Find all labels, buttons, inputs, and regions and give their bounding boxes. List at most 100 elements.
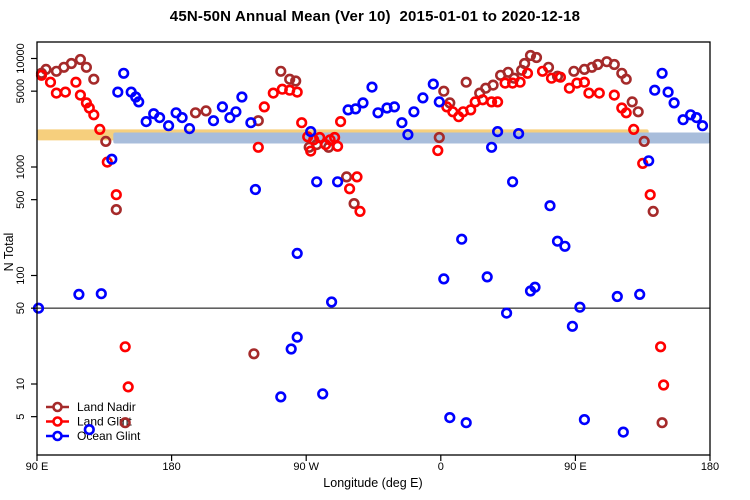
data-point-land-glint [465,104,477,116]
data-point-land-glint [593,87,605,99]
data-point-land-glint [74,89,86,101]
data-point-land-nadir [189,107,202,119]
x-tick-label: 180 [162,461,180,473]
data-point-ocean-glint [95,288,107,300]
data-point-land-glint [486,96,498,108]
data-point-land-glint [88,109,100,121]
x-axis-title: Longitude (deg E) [323,476,422,490]
data-point-land-glint [554,71,567,83]
land-nadir-legend-marker [52,401,63,413]
data-point-ocean-glint [332,176,344,188]
data-point-ocean-glint [634,288,646,301]
data-point-land-nadir [248,348,260,360]
data-point-land-nadir [502,66,514,78]
data-point-ocean-glint [311,176,323,188]
data-point-land-nadir [592,58,604,71]
data-point-ocean-glint [372,107,384,119]
data-point-ocean-glint [551,235,564,247]
data-point-land-glint [644,189,656,201]
data-point-ocean-glint [433,96,445,108]
data-point-ocean-glint [656,67,668,79]
data-point-land-glint [657,379,670,391]
data-point-land-glint [514,76,526,88]
data-point-land-nadir [647,205,659,217]
data-point-ocean-glint [207,115,220,127]
legend-label-land-nadir: Land Nadir [77,400,136,414]
data-point-land-nadir [568,65,580,77]
data-point-land-glint [335,115,347,128]
data-point-ocean-glint [574,301,586,313]
data-point-ocean-glint [617,426,629,438]
data-point-land-glint [291,86,303,98]
data-point-land-glint [252,141,264,153]
data-point-land-nadir [119,417,131,429]
data-point-land-nadir [518,57,531,70]
data-point-ocean-glint [566,320,579,332]
x-tick-label: 0 [438,461,444,473]
data-point-land-glint [258,101,270,113]
data-point-land-nadir [460,76,472,88]
data-point-ocean-glint [611,290,623,303]
data-point-ocean-glint [578,414,591,426]
data-point-land-glint [521,67,534,79]
data-point-ocean-glint [305,126,317,138]
data-point-land-nadir [348,198,360,210]
y-axis-title: N Total [2,233,16,272]
data-point-land-nadir [438,85,450,97]
data-point-land-nadir [110,204,122,216]
data-point-land-glint [94,123,106,135]
data-point-land-glint [267,87,279,99]
data-point-land-glint [637,157,649,169]
data-point-land-nadir [200,105,212,117]
data-point-ocean-glint [512,128,525,140]
data-point-land-glint [296,117,308,129]
data-point-ocean-glint [317,388,329,400]
data-point-ocean-glint [492,126,504,138]
data-point-land-nadir [65,57,77,70]
data-point-ocean-glint [73,288,85,301]
data-point-ocean-glint [366,81,378,93]
data-point-land-glint [608,89,620,101]
y-tick-label: 5000 [15,79,27,103]
reference-bands [37,129,711,144]
data-point-land-glint [122,381,134,393]
data-point-land-glint [351,171,363,183]
y-tick-label: 10000 [15,43,27,74]
data-point-ocean-glint [249,183,261,196]
legend: Land Nadir Land Glint Ocean Glint [46,400,141,443]
data-point-ocean-glint [291,331,303,343]
land-glint-legend-marker [52,416,63,427]
data-point-ocean-glint [112,86,124,98]
data-point-land-glint [35,69,48,81]
data-point-ocean-glint [183,123,196,135]
data-point-ocean-glint [285,343,297,355]
data-point-ocean-glint [456,233,468,245]
data-point-ocean-glint [245,117,257,129]
y-tick-label: 1000 [15,155,27,179]
scatter-points [32,49,709,438]
data-point-land-glint [654,341,667,353]
data-point-ocean-glint [417,92,429,104]
x-tick-label: 90 E [26,461,49,473]
data-point-ocean-glint [216,101,228,113]
y-tick-label: 10 [15,378,27,390]
data-point-ocean-glint [460,417,472,429]
data-point-ocean-glint [677,114,689,126]
data-point-land-glint [492,96,504,108]
data-point-land-glint [563,82,576,94]
data-point-land-nadir [632,106,644,118]
y-tick-label: 5 [15,414,27,420]
legend-item-land-nadir: Land Nadir [46,400,136,414]
data-point-land-glint [110,189,122,201]
data-point-ocean-glint [501,307,513,319]
data-point-ocean-glint [486,141,498,153]
data-point-land-nadir [290,75,302,87]
data-point-land-nadir [275,65,287,77]
data-point-land-nadir [100,135,112,147]
data-point-ocean-glint [163,120,175,132]
data-point-land-glint [332,140,344,152]
data-point-land-nadir [80,61,92,73]
data-point-ocean-glint [438,273,450,285]
data-point-ocean-glint [236,91,248,103]
